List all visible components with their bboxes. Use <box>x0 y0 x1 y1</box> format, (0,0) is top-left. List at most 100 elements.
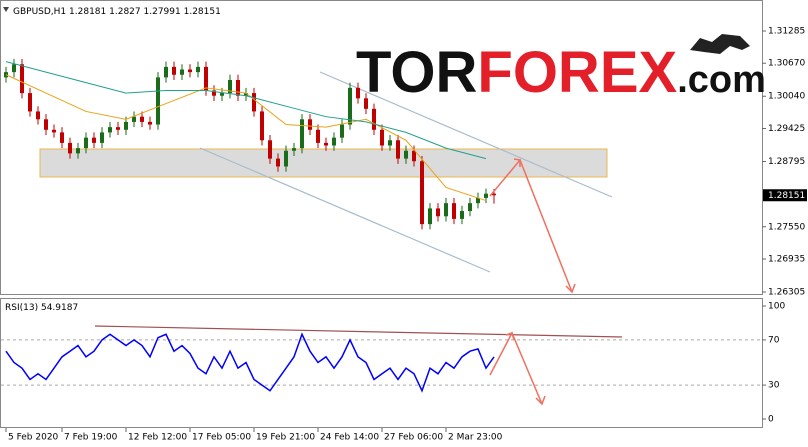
candle-body <box>436 208 440 217</box>
candle-body <box>28 93 32 112</box>
y-tick-label: 1.29425 <box>768 124 805 134</box>
candle-body <box>172 66 176 75</box>
last-open: 1.28181 <box>69 7 106 17</box>
candle-body <box>324 142 328 146</box>
candle-body <box>20 64 24 94</box>
candle-body <box>148 121 152 125</box>
candle-body <box>228 79 232 94</box>
y-tick-label: 1.28795 <box>768 157 805 167</box>
candle-body <box>204 66 208 91</box>
last-close: 1.28151 <box>184 7 221 17</box>
price-label-bg <box>763 189 807 202</box>
candle-body <box>308 119 312 130</box>
x-tick-label: 7 Feb 19:00 <box>64 433 118 443</box>
candle-body <box>260 111 264 141</box>
rsi-last: 54.9187 <box>41 303 78 313</box>
logo-right: .com <box>677 59 766 101</box>
candle-body <box>12 64 16 73</box>
candle-body <box>380 129 384 146</box>
candle-body <box>52 129 56 133</box>
candle-body <box>132 116 136 122</box>
candle-body <box>396 140 400 159</box>
x-tick-label: 17 Feb 05:00 <box>192 433 251 443</box>
logo-text: TORFOREX.com <box>356 40 766 105</box>
candle-body <box>44 119 48 130</box>
candle-body <box>428 208 432 225</box>
header-icon <box>3 7 9 12</box>
x-tick-label: 2 Mar 23:00 <box>448 433 503 443</box>
y-tick-label: 1.30670 <box>768 59 805 69</box>
candle-body <box>292 148 296 151</box>
y-tick-label: 100 <box>768 302 785 312</box>
rsi-header: RSI(13) 54.9187 <box>5 303 78 313</box>
candle-body <box>76 148 80 154</box>
x-tick-label: 12 Feb 12:00 <box>128 433 187 443</box>
candle-body <box>420 161 424 225</box>
logo: TORFOREX.com <box>356 34 766 105</box>
candle-body <box>468 203 472 212</box>
symbol: GBPUSD,H1 <box>13 7 66 17</box>
candle-body <box>100 132 104 143</box>
candle-body <box>252 93 256 112</box>
logo-left: TOR <box>356 40 477 105</box>
candle-body <box>364 98 368 109</box>
candle-body <box>84 137 88 149</box>
channel-line <box>199 147 491 273</box>
candle-body <box>348 87 352 125</box>
rsi-line <box>5 332 495 393</box>
candle-body <box>220 93 224 96</box>
candle-body <box>316 129 320 143</box>
y-tick-label: 1.27550 <box>768 222 805 232</box>
candle-body <box>212 90 216 96</box>
candle-body <box>36 111 40 120</box>
y-tick-label: 1.26305 <box>768 288 805 298</box>
candle-body <box>268 140 272 159</box>
candle-body <box>492 193 496 196</box>
candle-body <box>300 119 304 149</box>
candle-body <box>340 124 344 138</box>
x-tick-label: 5 Feb 2020 <box>8 433 59 443</box>
last-low: 1.27991 <box>144 7 181 17</box>
resistance-zone <box>39 148 608 178</box>
candle-body <box>156 77 160 125</box>
candle-body <box>372 108 376 130</box>
y-tick-label: 1.31285 <box>768 26 805 36</box>
candle-body <box>284 150 288 167</box>
candle-body <box>444 203 448 217</box>
candle-body <box>164 66 168 78</box>
candle-body <box>460 211 464 219</box>
y-tick-label: 30 <box>768 381 780 391</box>
rsi-trend-line <box>94 325 623 338</box>
plot: 1.31285 1.30670 1.30040 1.29425 1.28795 1.275… <box>1 26 805 443</box>
price-label: 1.28151 <box>768 191 805 201</box>
y-tick-label: 1.26935 <box>768 254 805 264</box>
y-tick-label: 0 <box>768 415 774 425</box>
header: GBPUSD,H1 1.28181 1.2827 1.27991 1.28151 <box>3 7 221 17</box>
candle-body <box>404 150 408 159</box>
candle-body <box>60 132 64 143</box>
candle-body <box>236 79 240 96</box>
arrow-head <box>513 158 576 294</box>
candle-body <box>452 203 456 219</box>
candle-body <box>388 140 392 146</box>
candle-body <box>276 158 280 167</box>
x-tick-label: 19 Feb 21:00 <box>256 433 315 443</box>
candle-body <box>68 142 72 154</box>
candle-body <box>412 150 416 162</box>
moving-average <box>5 61 487 160</box>
candle-body <box>108 127 112 133</box>
x-tick-label: 27 Feb 06:00 <box>384 433 443 443</box>
candle-body <box>180 69 184 75</box>
rsi-panel <box>0 298 763 428</box>
x-tick-label: 24 Feb 14:00 <box>320 433 379 443</box>
y-tick-label: 1.30040 <box>768 92 805 102</box>
candle-body <box>124 121 128 130</box>
candle-body <box>476 197 480 204</box>
candle-body <box>196 66 200 73</box>
candle-body <box>140 116 144 122</box>
candle-body <box>356 87 360 99</box>
rsi-title: RSI(13) <box>5 303 38 313</box>
y-tick-label: 70 <box>768 335 780 345</box>
candle-body <box>116 127 120 130</box>
